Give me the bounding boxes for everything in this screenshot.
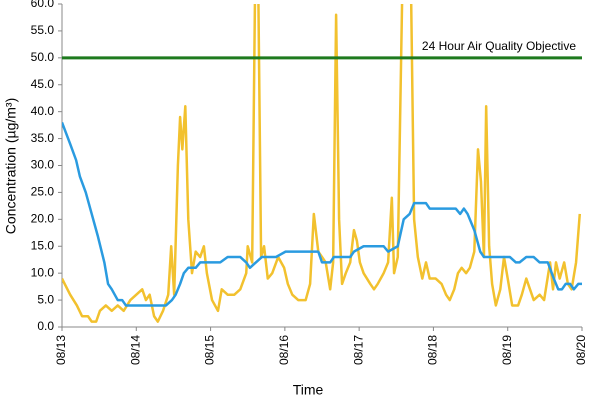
y-tick-label: 35.0 xyxy=(31,131,55,145)
series-line xyxy=(62,121,582,307)
y-tick-label: 55.0 xyxy=(31,23,55,37)
plot-area xyxy=(62,4,582,323)
y-tick-label: 5.0 xyxy=(37,292,54,306)
y-tick-label: 25.0 xyxy=(31,185,55,199)
x-tick-label: 08/13 xyxy=(54,335,68,365)
y-tick-label: 10.0 xyxy=(31,265,55,279)
objective-label: 24 Hour Air Quality Objective xyxy=(422,39,576,53)
y-axis-title: Concentration (µg/m³) xyxy=(3,98,19,234)
y-tick-label: 40.0 xyxy=(31,104,55,118)
y-tick-label: 15.0 xyxy=(31,238,55,252)
y-tick-label: 60.0 xyxy=(31,0,55,10)
x-tick-label: 08/15 xyxy=(203,335,217,365)
x-axis-title: Time xyxy=(293,382,324,398)
series-line xyxy=(62,4,582,323)
x-tick-label: 08/14 xyxy=(128,335,142,365)
x-tick-label: 08/16 xyxy=(277,335,291,365)
y-tick-label: 50.0 xyxy=(31,50,55,64)
y-tick-label: 0.0 xyxy=(37,319,54,333)
x-tick-label: 08/18 xyxy=(426,335,440,365)
y-tick-label: 30.0 xyxy=(31,158,55,172)
y-tick-label: 45.0 xyxy=(31,77,55,91)
y-tick-label: 20.0 xyxy=(31,212,55,226)
x-tick-label: 08/20 xyxy=(574,335,588,365)
x-tick-label: 08/17 xyxy=(351,335,365,365)
x-tick-label: 08/19 xyxy=(500,335,514,365)
